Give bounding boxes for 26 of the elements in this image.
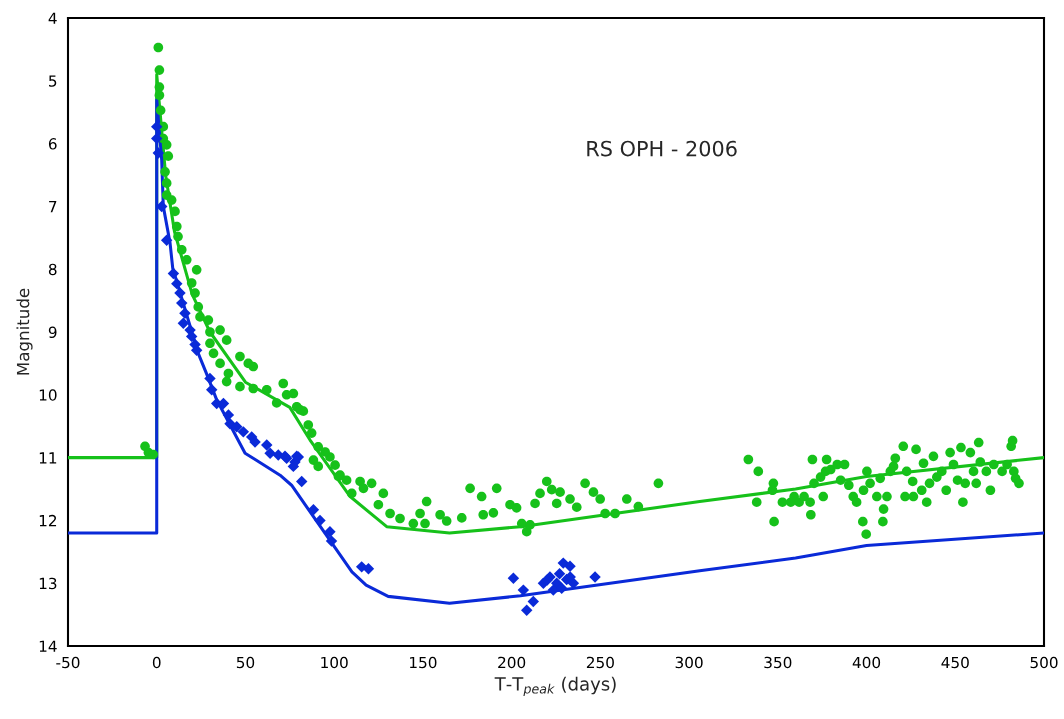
y-tick-label: 11 <box>39 452 57 464</box>
x-tick-label: 450 <box>941 656 969 669</box>
x-tick-label: 350 <box>764 656 792 669</box>
y-tick-label: 5 <box>49 75 57 87</box>
y-axis-title: Magnitude <box>16 288 33 375</box>
y-tick-label: 10 <box>39 389 57 401</box>
x-tick-label: 300 <box>675 656 703 669</box>
y-tick-label: 14 <box>39 640 57 652</box>
x-tick-label: 100 <box>321 656 348 669</box>
y-tick-label: 9 <box>48 326 57 339</box>
x-tick-label: 50 <box>236 656 255 669</box>
y-tick-label: 8 <box>48 263 57 276</box>
y-tick-label: 4 <box>48 12 57 24</box>
annotation: RS OPH - 2006 <box>587 140 737 157</box>
y-tick-label: 6 <box>48 138 57 150</box>
x-tick-label: 500 <box>1030 656 1058 669</box>
x-tick-label: 0 <box>152 656 161 669</box>
y-tick-label: 12 <box>39 514 57 527</box>
y-tick-label: 13 <box>39 577 57 590</box>
x-tick-label: -50 <box>56 656 80 669</box>
x-tick-label: 200 <box>498 656 526 669</box>
x-tick-label: 250 <box>586 656 614 669</box>
y-tick-label: 7 <box>49 201 57 213</box>
x-tick-label: 400 <box>852 656 881 669</box>
x-axis-title: T-T$_{peak}$ (days) <box>494 676 616 697</box>
x-tick-label: 150 <box>410 656 437 669</box>
